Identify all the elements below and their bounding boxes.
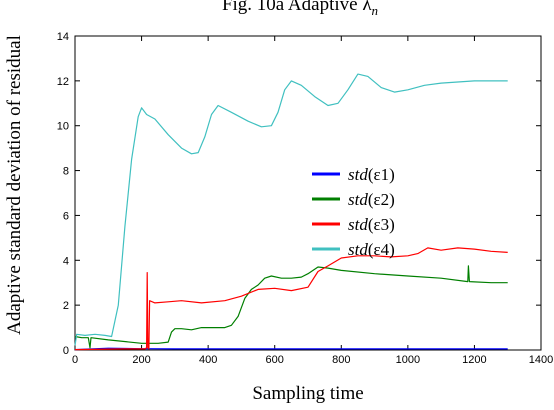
x-tick-label: 200 [132,354,150,366]
legend-entry-1: std(ε1) [348,165,395,184]
plot-area-frame [74,35,542,351]
x-tick-label: 0 [72,354,78,366]
legend-label-suffix: (ε3) [368,215,395,234]
series-layer [74,73,508,351]
y-axis-title: Adaptive standard deviation of residual [4,35,25,335]
x-tick-label: 1000 [396,354,420,366]
y-tick-label: 4 [63,255,69,267]
x-axis-title: Sampling time [252,383,363,404]
y-tick-label: 8 [63,166,69,178]
legend-label-prefix: std [348,190,368,209]
x-tick-label: 800 [332,354,350,366]
legend-entry-4: std(ε4) [348,240,395,259]
legend-label-prefix: std [348,165,368,184]
y-tick-label: 0 [63,345,69,357]
legend-label-suffix: (ε4) [368,240,395,259]
y-tick-label: 6 [63,210,69,222]
legend-label-prefix: std [348,215,368,234]
y-tick-label: 2 [63,300,69,312]
series-line-4 [74,73,508,346]
axis-ticks: 0 200 400 600 800 1000 1200 1400 0 2 4 6 8 10 12 14 [57,31,553,366]
x-tick-label: 600 [266,354,284,366]
y-tick-label: 12 [57,76,69,88]
legend-label-suffix: (ε1) [368,165,395,184]
chart-title: Fig. 10a Adaptive λn [222,0,378,18]
series-line-2 [74,265,508,349]
x-tick-label: 1200 [462,354,486,366]
legend-label-prefix: std [348,240,368,259]
legend-label-suffix: (ε2) [368,190,395,209]
legend-entry-2: std(ε2) [348,190,395,209]
legend-entry-3: std(ε3) [348,215,395,234]
x-tick-label: 400 [199,354,217,366]
legend: std(ε1)std(ε2)std(ε3)std(ε4) [312,165,395,259]
x-tick-label: 1400 [529,354,553,366]
series-line-3 [74,247,508,351]
y-tick-label: 14 [57,31,69,43]
y-tick-label: 10 [57,121,69,133]
